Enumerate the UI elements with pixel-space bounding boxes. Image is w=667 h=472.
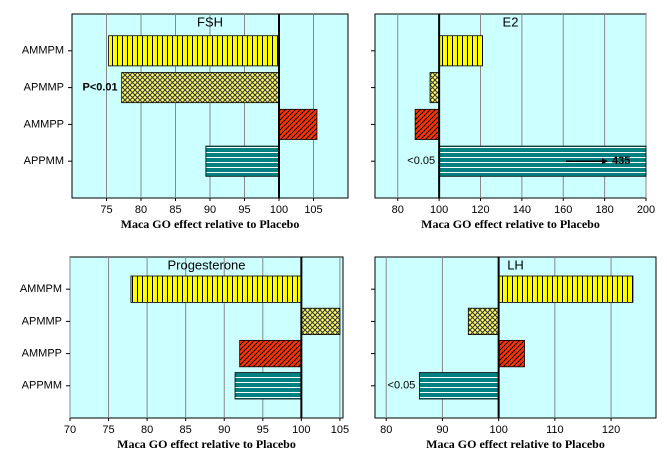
x-tick-label: 200: [637, 204, 655, 216]
x-axis-label: Maca GO effect relative to Placebo: [421, 217, 600, 231]
bar: [498, 339, 525, 368]
bar: [438, 35, 483, 67]
x-tick-label: 100: [430, 204, 448, 216]
x-axis-label: Maca GO effect relative to Placebo: [426, 437, 605, 451]
x-tick-label: 160: [554, 204, 572, 216]
x-tick-label: 180: [595, 204, 613, 216]
x-tick-label: 85: [180, 424, 192, 436]
x-tick-label: 100: [270, 204, 288, 216]
chart-title: FSH: [197, 14, 223, 29]
bar: [234, 372, 302, 400]
x-tick-label: 95: [238, 204, 250, 216]
chart-title: E2: [503, 14, 519, 29]
x-tick-label: 110: [546, 424, 564, 436]
overflow-arrowhead: [602, 158, 608, 165]
bar: [467, 307, 500, 336]
bar: [121, 72, 280, 104]
x-tick-label: 100: [489, 424, 507, 436]
bar: [429, 72, 440, 104]
x-tick-label: 80: [141, 424, 153, 436]
y-tick-label: APMMP: [22, 315, 62, 327]
x-tick-label: 80: [135, 204, 147, 216]
annotation: <0.05: [388, 380, 416, 392]
bar: [438, 145, 647, 177]
bar: [239, 339, 302, 368]
bar: [278, 108, 318, 140]
chart-title: LH: [507, 257, 524, 272]
bar: [130, 275, 302, 303]
x-tick-label: 105: [304, 204, 322, 216]
y-tick-label: AMMPP: [22, 348, 62, 360]
y-tick-label: APPMM: [22, 380, 62, 392]
bar: [108, 35, 280, 67]
bar: [205, 145, 280, 177]
x-axis-label: Maca GO effect relative to Placebo: [117, 437, 296, 451]
y-tick-label: AMMPM: [22, 45, 64, 57]
x-tick-label: 95: [257, 424, 269, 436]
y-tick-label: APMMP: [24, 82, 64, 94]
x-tick-label: 120: [602, 424, 620, 436]
x-axis-label: Maca GO effect relative to Placebo: [121, 217, 300, 231]
x-tick-label: 80: [392, 204, 404, 216]
y-tick-label: APPMM: [24, 155, 64, 167]
x-tick-label: 80: [380, 424, 392, 436]
chart-title: Progesterone: [167, 257, 245, 272]
y-tick-label: AMMPM: [20, 283, 62, 295]
x-tick-label: 100: [292, 424, 310, 436]
x-tick-label: 90: [204, 204, 216, 216]
value-label: 435: [612, 155, 630, 167]
x-tick-label: 105: [331, 424, 349, 436]
x-tick-label: 90: [218, 424, 230, 436]
x-tick-label: 90: [436, 424, 448, 436]
bar: [300, 307, 341, 336]
x-tick-label: 120: [471, 204, 489, 216]
bar: [418, 372, 500, 400]
bar: [414, 108, 440, 140]
x-tick-label: 85: [169, 204, 181, 216]
x-tick-label: 75: [102, 424, 114, 436]
x-tick-label: 70: [64, 424, 76, 436]
annotation: P<0.01: [83, 82, 118, 94]
bar: [498, 275, 634, 303]
annotation: <0.05: [407, 155, 435, 167]
x-tick-label: 140: [513, 204, 531, 216]
y-tick-label: AMMPP: [24, 118, 64, 130]
x-tick-label: 75: [100, 204, 112, 216]
